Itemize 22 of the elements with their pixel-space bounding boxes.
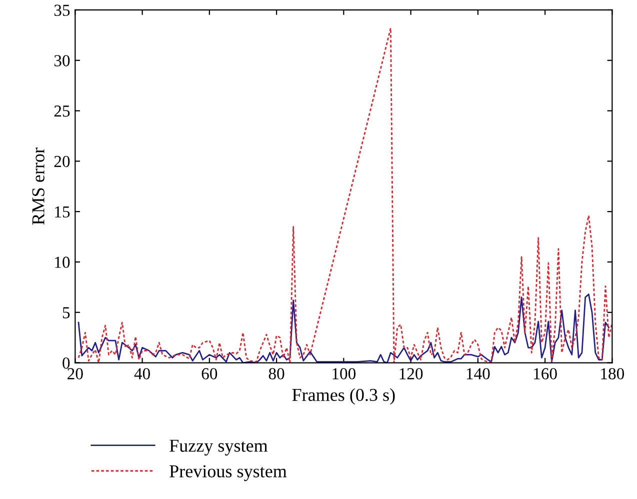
y-tick-label: 35 xyxy=(54,4,70,16)
line-series xyxy=(78,27,612,363)
x-tick-label: 100 xyxy=(332,368,356,380)
y-tick-label: 20 xyxy=(54,156,70,168)
y-tick-label: 15 xyxy=(55,206,70,218)
x-tick-label: 40 xyxy=(134,368,150,380)
y-tick-label: 30 xyxy=(54,55,70,66)
x-axis-title: Frames (0.3 s) xyxy=(292,388,395,405)
x-tick-label: 180 xyxy=(601,368,624,380)
y-tick-label: 25 xyxy=(54,106,70,117)
legend-label: Fuzzy system xyxy=(170,440,268,456)
x-tick-label: 120 xyxy=(400,368,423,380)
y-tick-label: 5 xyxy=(62,307,70,318)
y-tick-label: 10 xyxy=(55,256,70,268)
x-tick-label: 140 xyxy=(466,368,490,380)
x-tick-label: 160 xyxy=(534,368,557,380)
x-tick-label: 80 xyxy=(268,368,284,380)
line-series xyxy=(78,294,610,363)
x-tick-label: 60 xyxy=(202,368,218,380)
y-tick-label: 0 xyxy=(62,357,70,369)
y-axis-title: RMS error xyxy=(32,148,44,225)
legend-label: Previous system xyxy=(170,465,287,482)
